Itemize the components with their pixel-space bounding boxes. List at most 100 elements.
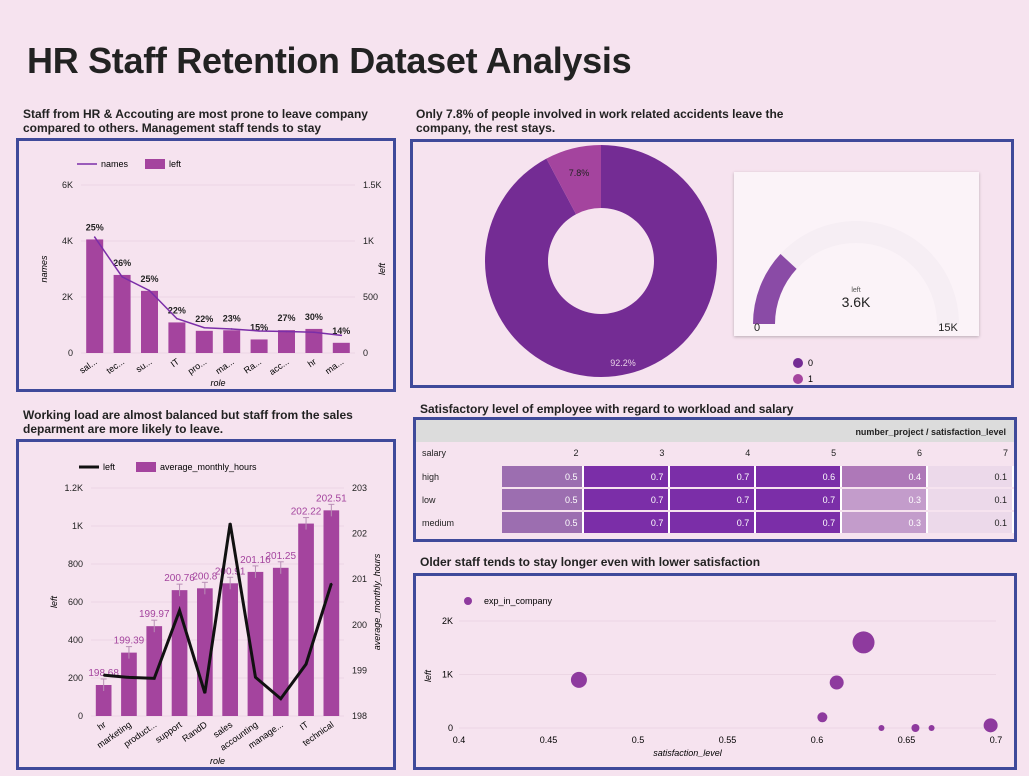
line-point [176, 317, 178, 320]
heatmap-row: medium 0.5 0.7 0.7 0.7 0.3 0.1 [416, 511, 1014, 535]
y-left-tick-label: 6K [62, 180, 73, 190]
y-left-tick-label: 0 [78, 711, 83, 721]
legend-label: names [101, 159, 129, 169]
x-tick-label: 0.65 [898, 735, 916, 745]
heatmap-cell: 0.7 [669, 511, 757, 535]
series-line-left [103, 523, 333, 701]
workload-combo-chart[interactable]: 0 200 400 600 800 1K 1.2K 198 199 200 201 202 203 lef… [19, 442, 393, 767]
line-point [93, 236, 96, 238]
heatmap-column-header[interactable]: 3 [583, 442, 670, 466]
x-tick-label: su... [134, 356, 154, 374]
legend-swatch [793, 358, 803, 368]
y-right-tick-label: 202 [352, 529, 367, 539]
x-tick-label: 0.6 [811, 735, 824, 745]
line-point [121, 276, 123, 278]
heatmap-cell: 0.7 [755, 511, 843, 535]
heatmap-cell: 0.1 [927, 488, 1014, 512]
slice-label: 7.8% [569, 168, 590, 178]
gauge-value: 3.6K [842, 294, 871, 310]
gauge-card[interactable]: left 3.6K 0 15K [734, 172, 979, 336]
x-axis-label: role [210, 378, 225, 388]
series-line-names [94, 236, 342, 337]
x-axis-label: satisfaction_level [653, 748, 723, 758]
heatmap-cell: 0.7 [755, 488, 843, 512]
gauge-max-label: 15K [938, 322, 958, 334]
y-right-tick-label: 201 [352, 574, 367, 584]
y-right-axis-label: left [377, 263, 387, 276]
scatter-point [928, 725, 935, 731]
heatmap-row-label: high [416, 465, 502, 489]
heatmap-cell: 0.7 [583, 488, 671, 512]
scatter-point [878, 725, 885, 731]
dept-chart-caption: Staff from HR & Accouting are most prone… [23, 107, 368, 135]
scatter-caption: Older staff tends to stay longer even wi… [420, 555, 761, 569]
heatmap-cell: 0.1 [927, 511, 1014, 535]
dept-combo-chart[interactable]: 0 2K 4K 6K 0 500 1K 1.5K names left role 25% sal... 2… [19, 141, 393, 389]
y-right-tick-label: 1K [363, 236, 374, 246]
heatmap-column-header[interactable]: 6 [841, 442, 928, 466]
bar [95, 684, 112, 716]
line-point [203, 326, 206, 329]
x-tick-label: IT [169, 356, 182, 369]
bar [272, 567, 289, 716]
x-tick-label: 0.45 [540, 735, 558, 745]
heatmap-row-label: medium [416, 511, 502, 535]
satisfaction-scatter-chart[interactable]: 0 1K 2K 0.4 0.45 0.5 0.55 0.6 0.65 0.7 satisfactio… [416, 576, 1014, 767]
heatmap-cell: 0.4 [841, 465, 929, 489]
data-label: 199.97 [139, 609, 170, 620]
line-point [258, 330, 260, 332]
y-left-tick-label: 600 [68, 597, 83, 607]
heatmap-column-header[interactable]: 4 [669, 442, 756, 466]
heatmap-cell: 0.5 [502, 465, 585, 489]
legend-label: exp_in_company [484, 596, 553, 606]
y-left-tick-label: 0 [68, 348, 73, 358]
x-tick-label: pro... [186, 356, 209, 376]
accident-donut-chart[interactable]: 92.2% 7.8% 0 1 [413, 142, 1011, 385]
y-tick-label: 2K [442, 616, 453, 626]
y-left-tick-label: 400 [68, 635, 83, 645]
heatmap-cell: 0.7 [583, 511, 671, 535]
line-point [102, 674, 105, 676]
line-point [153, 677, 156, 680]
y-right-axis-label: average_monthly_hours [372, 553, 382, 650]
scatter-point [817, 712, 828, 723]
slice-label: 92.2% [610, 358, 636, 368]
bar [223, 330, 241, 353]
bar [250, 339, 268, 353]
page-title: HR Staff Retention Dataset Analysis [27, 40, 632, 81]
heatmap-cell: 0.7 [669, 465, 757, 489]
data-label: 201.16 [240, 555, 271, 566]
y-right-tick-label: 203 [352, 483, 367, 493]
heatmap-table[interactable]: salary 2 3 4 5 6 7 high 0.5 0.7 0.7 0.6 0.4 0.1 low 0.5… [416, 442, 1014, 535]
x-tick-label: 0.55 [719, 735, 737, 745]
y-tick-label: 1K [442, 670, 453, 680]
x-tick-label: 0.4 [453, 735, 466, 745]
heatmap-column-header[interactable]: 5 [755, 442, 842, 466]
x-tick-label: support [153, 719, 184, 745]
donut-slice [546, 145, 601, 215]
heatmap-row: high 0.5 0.7 0.7 0.6 0.4 0.1 [416, 465, 1014, 489]
heatmap-cell: 0.7 [669, 488, 757, 512]
heatmap-cell: 0.6 [755, 465, 843, 489]
data-label: 198.68 [88, 668, 119, 679]
legend-label: left [103, 462, 116, 472]
bar [305, 328, 323, 353]
y-left-tick-label: 200 [68, 673, 83, 683]
data-label: 25% [86, 222, 104, 232]
bar [278, 330, 295, 353]
line-point [230, 328, 233, 330]
bar [86, 239, 104, 353]
x-axis-label: role [210, 756, 225, 766]
line-point [204, 692, 206, 694]
dept-chart-panel: 0 2K 4K 6K 0 500 1K 1.5K names left role 25% sal... 2… [16, 138, 396, 392]
y-right-tick-label: 200 [352, 620, 367, 630]
heatmap-column-header[interactable]: 7 [927, 442, 1013, 466]
bar [222, 583, 238, 716]
y-right-tick-label: 0 [363, 348, 368, 358]
donut-slice [485, 145, 717, 377]
heatmap-column-header[interactable]: 2 [502, 442, 584, 466]
bar [332, 342, 350, 353]
y-left-tick-label: 2K [62, 292, 73, 302]
heatmap-cell: 0.3 [841, 488, 929, 512]
